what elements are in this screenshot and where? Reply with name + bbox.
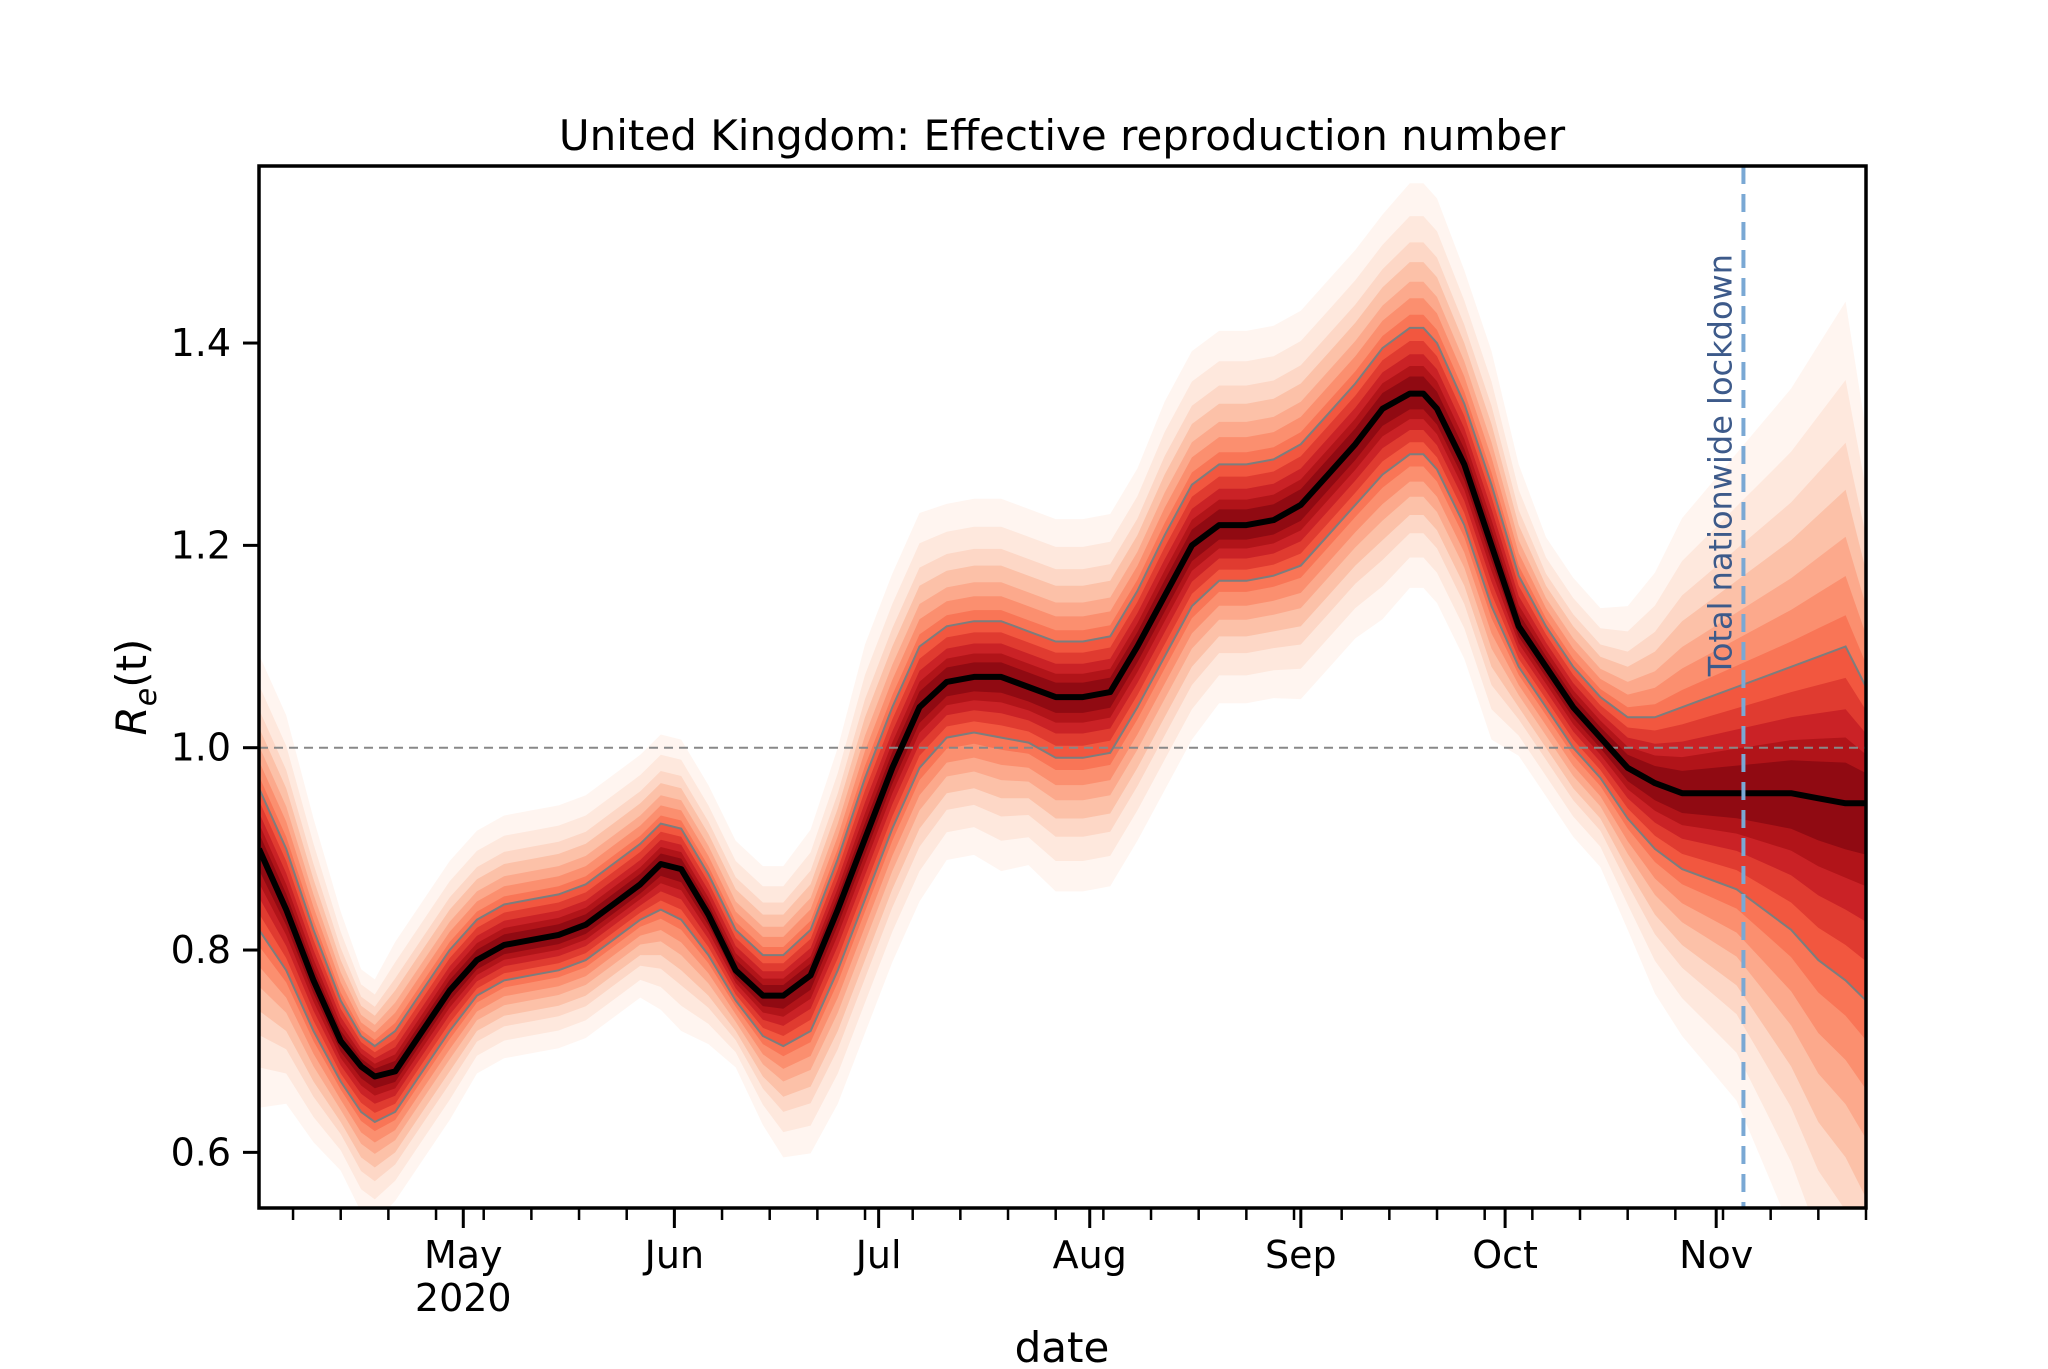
lower-bound-line: [259, 453, 1866, 1124]
y-axis-title-argument: (t): [107, 639, 156, 688]
x-tick-sublabel: 2020: [415, 1276, 512, 1320]
median-line: [259, 390, 1866, 1080]
uncertainty-band-11: [259, 366, 1866, 1096]
y-tick-label: 1.4: [171, 321, 231, 365]
x-tick-label: Aug: [1053, 1233, 1127, 1277]
chart-title: United Kingdom: Effective reproduction n…: [559, 111, 1566, 160]
x-tick-label: Sep: [1265, 1233, 1337, 1277]
x-tick-label: Oct: [1472, 1233, 1538, 1277]
plot-frame: [257, 164, 1868, 1210]
y-axis-title-subscript: e: [129, 688, 164, 706]
x-tick-label: Jun: [643, 1233, 704, 1277]
y-tick-label: 1.0: [171, 726, 231, 770]
series-lines: [259, 166, 1866, 1208]
y-tick-label: 1.2: [171, 523, 231, 567]
x-tick-label: Jul: [854, 1233, 902, 1277]
uncertainty-band-10: [259, 354, 1866, 1104]
x-axis-title: date: [1015, 1323, 1110, 1365]
y-axis-title: Re(t): [107, 639, 164, 736]
event-annotation: Total nationwide lockdown: [1701, 254, 1739, 677]
y-tick-label: 0.8: [171, 928, 231, 972]
uncertainty-bands: [259, 183, 1866, 1208]
upper-bound-line: [259, 326, 1866, 1048]
y-axis-title-base: R: [107, 706, 156, 735]
axes: Total nationwide lockdown 0.6 0.8 1.0 1.2 1.4…: [171, 164, 1868, 1320]
y-tick-label: 0.6: [171, 1130, 231, 1174]
x-tick-label: May: [424, 1233, 503, 1277]
x-tick-label: Nov: [1679, 1233, 1753, 1277]
